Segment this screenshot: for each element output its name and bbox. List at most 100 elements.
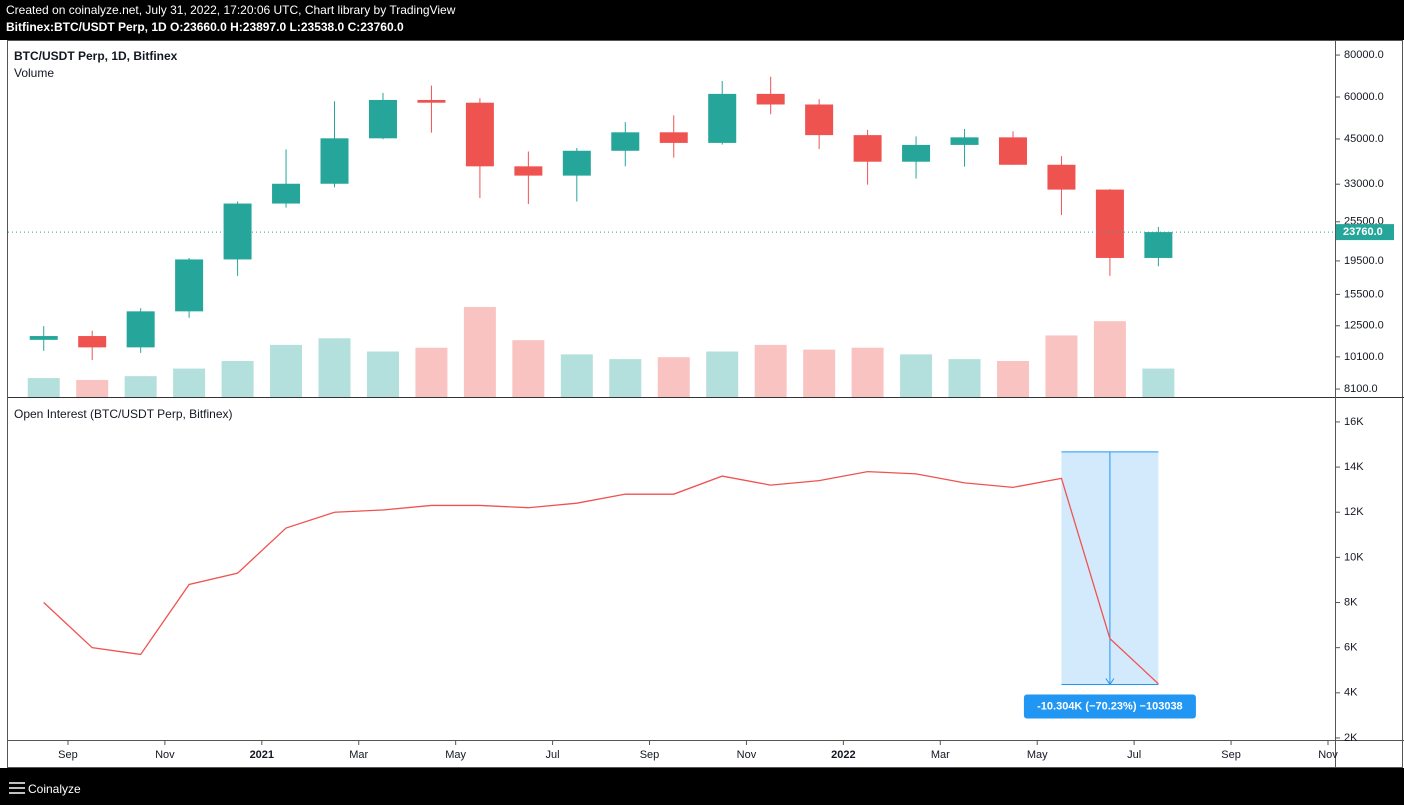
candle-body (29, 336, 58, 340)
ohlc-label: H: (230, 20, 243, 34)
volume-bar (1045, 335, 1078, 397)
chart-background (0, 40, 1404, 768)
x-tick-label: 2021 (250, 749, 274, 761)
candle-body (853, 135, 882, 162)
candle-body (175, 259, 204, 312)
y-tick-label: 12K (1344, 506, 1364, 518)
x-tick-label: 2022 (831, 749, 855, 761)
volume-bar (996, 361, 1029, 397)
candle-body (126, 311, 155, 348)
x-tick-label: Sep (640, 749, 660, 761)
volume-bar (173, 368, 206, 397)
volume-bar (560, 354, 593, 397)
volume-bar (221, 361, 254, 397)
candle-body (417, 99, 446, 103)
last-price-tag (1336, 224, 1394, 241)
created-note: Created on coinalyze.net, July 31, 2022,… (6, 3, 456, 17)
ohlc-label: O: (170, 20, 184, 34)
x-tick-label: Jul (1127, 749, 1141, 761)
y-tick-label: 15500.0 (1344, 288, 1384, 300)
last-price-label: 23760.0 (1343, 226, 1383, 238)
measure-label-box (1023, 694, 1196, 719)
candle-body (998, 137, 1027, 165)
ohlc-label: L: (289, 20, 301, 34)
y-tick-label: 80000.0 (1344, 49, 1384, 61)
x-tick-label: Nov (737, 749, 757, 761)
volume-bar (803, 349, 836, 397)
candle-body (611, 132, 640, 151)
volume-bar (124, 376, 157, 397)
volume-bar (1142, 368, 1175, 397)
x-tick-label: Nov (155, 749, 175, 761)
ohlc-label: C: (347, 20, 361, 34)
candle-body (514, 166, 543, 176)
x-tick-label: May (1027, 749, 1048, 761)
volume-bar (706, 351, 739, 397)
candle-body (320, 138, 349, 184)
brand: Coinalyze (28, 782, 81, 796)
volume-bar (318, 338, 351, 397)
candle-body (902, 144, 931, 162)
y-tick-label: 6K (1344, 642, 1358, 654)
measure-arrow (1105, 451, 1115, 686)
pane-subtitle: Volume (14, 66, 54, 80)
volume-bar (76, 379, 109, 397)
candle-body (659, 132, 688, 143)
candle-body (1047, 164, 1076, 190)
chart-border (7, 40, 1403, 768)
y-tick-label: 19500.0 (1344, 255, 1384, 267)
volume-bar (512, 340, 545, 397)
candle-body (272, 183, 301, 204)
volume-bar (1093, 321, 1126, 397)
candle-body (708, 93, 737, 143)
y-tick-label: 33000.0 (1344, 178, 1384, 190)
volume-bar (27, 378, 60, 397)
y-tick-label: 12500.0 (1344, 320, 1384, 332)
candle-body (950, 137, 979, 145)
volume-bar (463, 307, 496, 397)
y-tick-label: 45000.0 (1344, 133, 1384, 145)
x-tick-label: Sep (1221, 749, 1241, 761)
volume-bar (609, 359, 642, 397)
volume-bar (415, 347, 448, 397)
x-tick-label: Mar (349, 749, 368, 761)
ohlc-value: 23538.0 (300, 20, 345, 34)
volume-bar (270, 344, 303, 397)
x-tick-label: Mar (931, 749, 950, 761)
candle-body (1144, 232, 1173, 258)
x-tick-label: Sep (58, 749, 78, 761)
volume-bar (754, 344, 787, 397)
volume-bar (948, 359, 981, 397)
candle-body (223, 203, 252, 260)
symbol: Bitfinex:BTC/USDT Perp, 1D (6, 20, 167, 34)
x-tick-label: May (445, 749, 466, 761)
candle-body (368, 99, 397, 139)
pane-title: Open Interest (BTC/USDT Perp, Bitfinex) (14, 407, 233, 421)
ohlc-value: 23897.0 (242, 20, 287, 34)
y-tick-label: 10100.0 (1344, 351, 1384, 363)
volume-bar (366, 351, 399, 397)
symbol-line: Bitfinex:BTC/USDT Perp, 1D O:23660.0 H:2… (6, 20, 404, 34)
candle-body (465, 102, 494, 167)
volume-bar (851, 347, 884, 397)
candle-body (562, 150, 591, 176)
candle-body (78, 336, 107, 348)
y-tick-label: 60000.0 (1344, 91, 1384, 103)
pane-title: BTC/USDT Perp, 1D, Bitfinex (14, 49, 178, 63)
menu-icon[interactable] (8, 780, 28, 796)
candle-body (805, 104, 834, 136)
x-tick-label: Jul (546, 749, 560, 761)
volume-bar (900, 354, 933, 397)
volume-bar (657, 357, 690, 397)
y-tick-label: 16K (1344, 416, 1364, 428)
oi-line (43, 470, 1159, 685)
header: Created on coinalyze.net, July 31, 2022,… (0, 0, 1404, 40)
y-tick-label: 8K (1344, 596, 1358, 608)
footer: Coinalyze (0, 768, 1404, 805)
x-tick-label: Nov (1318, 749, 1338, 761)
candle-body (756, 93, 785, 105)
y-tick-label: 14K (1344, 461, 1364, 473)
y-tick-label: 10K (1344, 551, 1364, 563)
candle-body (1095, 189, 1124, 258)
